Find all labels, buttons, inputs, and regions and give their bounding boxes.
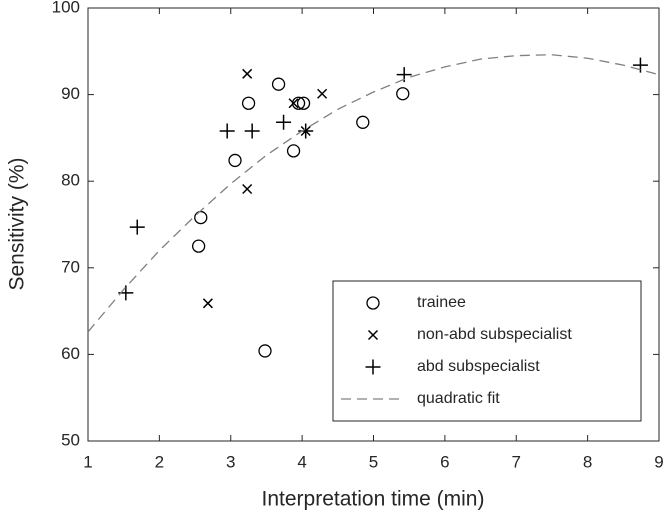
legend-label: non-abd subspecialist bbox=[417, 326, 572, 343]
data-point bbox=[356, 115, 370, 129]
legend-label: abd subspecialist bbox=[417, 358, 540, 375]
data-point bbox=[288, 98, 299, 109]
y-tick-label: 80 bbox=[61, 171, 80, 190]
x-tick-label: 1 bbox=[83, 452, 92, 471]
data-point bbox=[271, 77, 286, 91]
y-tick-label: 70 bbox=[61, 257, 80, 276]
data-point bbox=[194, 210, 208, 225]
data-point bbox=[202, 298, 213, 309]
data-point bbox=[276, 114, 292, 130]
data-point bbox=[317, 88, 328, 99]
x-tick-label: 5 bbox=[369, 452, 378, 471]
data-point bbox=[228, 153, 242, 168]
data-point bbox=[286, 144, 301, 158]
y-tick-label: 100 bbox=[52, 0, 80, 16]
legend-swatch bbox=[365, 359, 381, 375]
data-point bbox=[396, 87, 410, 101]
x-tick-label: 9 bbox=[654, 452, 663, 471]
x-tick-label: 4 bbox=[297, 452, 306, 471]
data-point bbox=[129, 219, 145, 235]
data-point bbox=[242, 68, 253, 79]
x-tick-label: 6 bbox=[440, 452, 449, 471]
legend-swatch bbox=[367, 329, 379, 341]
data-point bbox=[258, 344, 272, 358]
y-tick-label: 50 bbox=[61, 430, 80, 449]
legend-swatch bbox=[366, 296, 380, 310]
x-tick-label: 8 bbox=[583, 452, 592, 471]
data-point bbox=[296, 96, 311, 110]
legend-label: trainee bbox=[417, 294, 466, 311]
y-tick-label: 60 bbox=[61, 344, 80, 363]
x-tick-label: 2 bbox=[155, 452, 164, 471]
data-point bbox=[242, 183, 253, 195]
data-point bbox=[219, 123, 235, 139]
data-point bbox=[298, 123, 314, 139]
x-tick-label: 7 bbox=[512, 452, 521, 471]
x-axis-label: Interpretation time (min) bbox=[262, 488, 485, 511]
data-point bbox=[241, 96, 256, 110]
legend-box bbox=[332, 280, 642, 422]
x-tick-label: 3 bbox=[226, 452, 235, 471]
y-tick-label: 90 bbox=[61, 84, 80, 103]
fit-line bbox=[87, 54, 660, 333]
data-point bbox=[244, 123, 260, 139]
data-point bbox=[191, 239, 206, 253]
y-axis-label: Sensitivity (%) bbox=[6, 157, 29, 290]
legend-label: quadratic fit bbox=[417, 390, 500, 407]
data-point bbox=[632, 57, 648, 73]
